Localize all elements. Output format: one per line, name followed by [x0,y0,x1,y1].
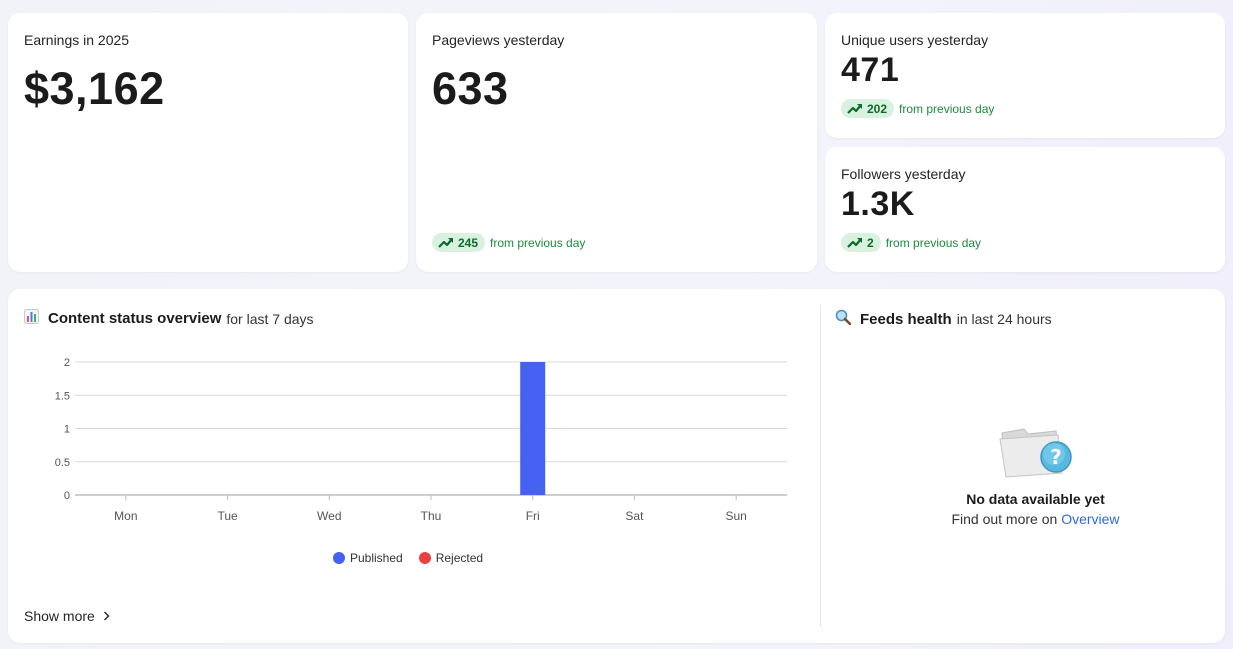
content-status-chart: 0 0.5 1 1.5 2 Mon Tue Wed Thu Fri Sat Sun [55,357,787,523]
pageviews-delta: 245 [458,235,479,250]
content-status-subtitle: for last 7 days [226,310,314,327]
pageviews-card: Pageviews yesterday 633 245 from previou… [416,13,817,272]
followers-card: Followers yesterday 1.3K 2 from previous… [825,147,1225,272]
empty-title: No data available yet [966,491,1105,507]
x-tick-label: Sun [725,509,746,523]
unique-users-label: Unique users yesterday [841,32,989,48]
show-more-label: Show more [24,608,95,624]
unique-users-delta: 202 [867,101,888,116]
bar-chart-icon [24,309,39,328]
y-tick-label: 1 [64,424,70,436]
empty-text: Find out more on [951,511,1058,527]
trend-up-icon [438,238,453,248]
content-status-title: Content status overview [48,310,222,327]
chart-legend: Published Rejected [333,551,483,565]
x-tick-label: Fri [526,509,540,523]
pageviews-delta-text: from previous day [490,235,586,250]
trend-up-icon [847,104,862,114]
folder-question-icon: ? [998,428,1072,478]
feeds-health-title: Feeds health [860,310,952,328]
chevron-right-icon [103,611,110,621]
magnifier-icon [835,309,852,329]
legend-published-dot [333,552,345,564]
pageviews-trend: 245 from previous day [432,233,585,252]
x-tick-label: Mon [114,509,137,523]
y-tick-label: 0.5 [55,457,70,469]
content-status-header: Content status overview for last 7 days [24,309,314,328]
unique-users-value: 471 [841,51,900,89]
trend-badge: 202 [841,99,895,118]
feeds-health-header: Feeds health in last 24 hours [835,309,1052,329]
bar-published-fri [520,362,546,495]
svg-text:?: ? [1050,445,1062,469]
earnings-card: Earnings in 2025 $3,162 [8,13,408,272]
y-tick-label: 0 [64,490,70,502]
trend-up-icon [847,238,862,248]
overview-panel: Content status overview for last 7 days … [8,289,1225,643]
trend-badge: 2 [841,233,881,252]
feeds-health-subtitle: in last 24 hours [956,311,1052,327]
y-tick-label: 2 [64,357,70,369]
unique-users-card: Unique users yesterday 471 202 from prev… [825,13,1225,138]
legend-rejected-dot [418,552,431,564]
pageviews-label: Pageviews yesterday [432,32,565,48]
followers-label: Followers yesterday [841,166,966,182]
followers-value: 1.3K [841,185,915,223]
legend-rejected-label: Rejected [435,551,484,565]
x-tick-label: Sat [625,509,644,523]
unique-users-delta-text: from previous day [899,101,995,116]
legend-published[interactable]: Published [333,551,403,565]
overview-link[interactable]: Overview [1061,511,1120,527]
x-tick-label: Thu [421,509,442,523]
pageviews-value: 633 [432,63,509,114]
trend-badge: 245 [432,233,486,252]
followers-trend: 2 from previous day [841,233,981,252]
followers-delta: 2 [867,235,874,250]
legend-rejected[interactable]: Rejected [418,551,484,565]
x-tick-label: Wed [317,509,341,523]
x-tick-label: Tue [217,509,238,523]
section-divider [820,305,821,627]
show-more-link[interactable]: Show more [24,608,110,624]
followers-delta-text: from previous day [885,235,982,250]
earnings-value: $3,162 [24,63,165,114]
unique-users-trend: 202 from previous day [841,99,994,118]
empty-subtitle: Find out more on Overview [838,511,1233,527]
legend-published-label: Published [350,551,403,565]
y-tick-label: 1.5 [55,390,70,402]
earnings-label: Earnings in 2025 [24,32,130,48]
feeds-empty-state: ? No data available yet Find out more on… [838,419,1233,527]
